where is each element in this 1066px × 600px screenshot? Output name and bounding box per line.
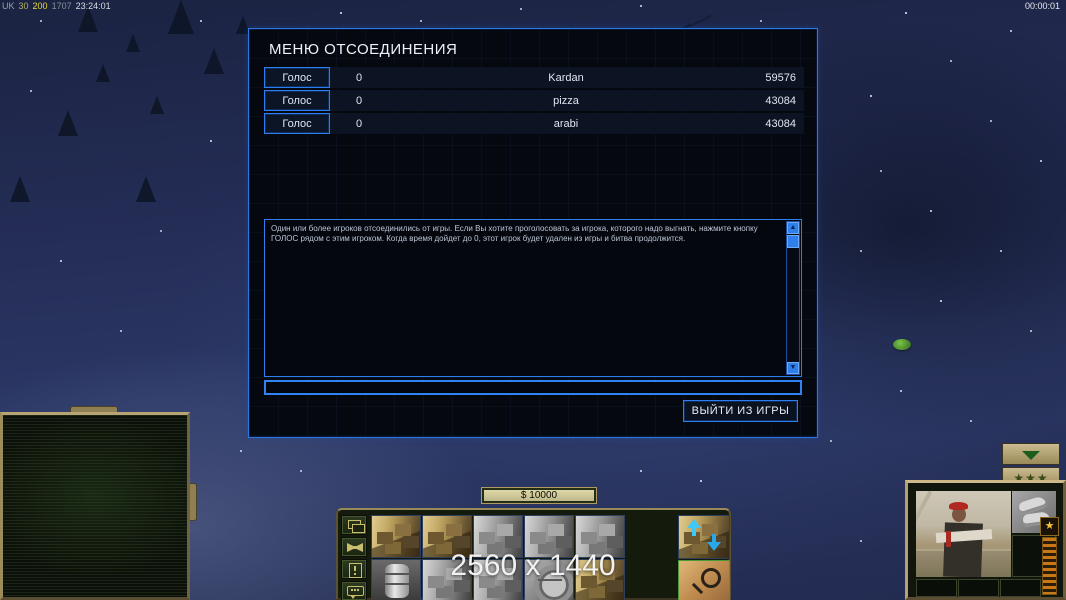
alert-icon <box>354 566 356 571</box>
chat-icon <box>351 589 353 591</box>
vote-count: 0 <box>356 71 363 84</box>
scout-map-icon[interactable] <box>678 560 730 600</box>
build-grid <box>371 515 627 600</box>
vote-button[interactable]: Голос <box>264 90 330 111</box>
tree <box>78 6 98 32</box>
tree <box>58 110 78 136</box>
build-icon-8[interactable] <box>473 559 523 600</box>
unit-panel: ★ <box>905 480 1066 600</box>
portrait-tool <box>916 491 933 532</box>
disconnect-menu-dialog: МЕНЮ ОТСОЕДИНЕНИЯ Голос 0 Kardan 59576 Г… <box>248 28 818 438</box>
build-icon-3[interactable] <box>473 515 523 558</box>
money-value: $ 10000 <box>484 490 594 501</box>
veterancy-bar <box>1042 537 1057 595</box>
scroll-up-button[interactable]: ▲ <box>787 222 799 234</box>
wrench-icon <box>347 543 363 552</box>
empty-slot <box>1000 579 1041 597</box>
player-ping: 43084 <box>765 94 796 107</box>
player-ping: 43084 <box>765 117 796 130</box>
inventory-grid <box>916 579 1042 597</box>
player-name: Kardan <box>548 71 584 84</box>
build-icon-2[interactable] <box>422 515 472 558</box>
vote-count: 0 <box>356 94 363 107</box>
build-icon-10[interactable] <box>575 559 625 600</box>
chat-button[interactable] <box>341 581 367 600</box>
tree <box>126 34 140 52</box>
radar-tab <box>70 406 118 414</box>
command-right-column <box>678 515 730 600</box>
dialog-title: МЕНЮ ОТСОЕДИНЕНИЯ <box>269 41 458 58</box>
build-icon-1[interactable] <box>371 515 421 558</box>
player-name: arabi <box>553 117 579 130</box>
debug-token: 200 <box>32 1 48 11</box>
player-row: Голос 0 Kardan 59576 <box>264 67 804 88</box>
tree <box>236 16 250 34</box>
chevron-down-icon <box>1022 451 1040 460</box>
build-icon-wheel[interactable] <box>524 559 574 600</box>
info-text: Один или более игроков отсоединились от … <box>271 224 758 243</box>
windows-icon <box>352 524 365 533</box>
player-ping: 59576 <box>765 71 796 84</box>
tree <box>150 96 164 114</box>
scroll-thumb[interactable] <box>787 235 799 248</box>
debug-token: UK <box>2 1 15 11</box>
command-bar <box>336 508 731 600</box>
scroll-down-button[interactable]: ▼ <box>787 362 799 374</box>
player-list: Голос 0 Kardan 59576 Голос 0 pizza 43084… <box>264 67 804 136</box>
windows-button[interactable] <box>341 515 367 535</box>
player-row: Голос 0 arabi 43084 <box>264 113 804 134</box>
player-row: Голос 0 pizza 43084 <box>264 90 804 111</box>
debug-readout: UK 30 200 1707 23:24:01 <box>2 1 115 11</box>
alert-icon <box>354 573 356 575</box>
radar-minimap[interactable] <box>0 412 190 600</box>
build-icon-barrel[interactable] <box>371 559 421 600</box>
tree <box>168 0 194 34</box>
player-name: pizza <box>553 94 579 107</box>
alert-button[interactable] <box>341 559 367 579</box>
empty-slot <box>916 579 957 597</box>
chat-icon <box>350 595 356 599</box>
exit-game-button[interactable]: ВЫЙТИ ИЗ ИГРЫ <box>683 400 798 422</box>
empty-slot <box>958 579 999 597</box>
updown-arrows-icon[interactable] <box>678 515 730 559</box>
build-icon-4[interactable] <box>524 515 574 558</box>
vote-count: 0 <box>356 117 363 130</box>
down-arrow-icon <box>712 534 716 542</box>
repair-button[interactable] <box>341 537 367 557</box>
down-arrow-icon <box>707 542 721 551</box>
tree <box>204 48 224 74</box>
money-display: $ 10000 <box>481 487 597 504</box>
debug-token: 30 <box>18 1 29 11</box>
portrait-figure <box>949 502 968 510</box>
info-textarea: Один или более игроков отсоединились от … <box>264 219 802 377</box>
alert-icon <box>349 563 362 578</box>
up-arrow-icon <box>692 528 696 536</box>
system-button-column <box>341 515 367 600</box>
tree <box>10 176 30 202</box>
debug-token: 1707 <box>51 1 72 11</box>
portrait-figure <box>952 507 966 522</box>
worker-portrait <box>916 491 1011 577</box>
portrait-figure <box>946 531 951 547</box>
up-arrow-icon <box>687 519 701 528</box>
hide-bar-tab[interactable] <box>1002 443 1060 465</box>
match-timer: 00:00:01 <box>1024 1 1060 11</box>
vote-button[interactable]: Голос <box>264 67 330 88</box>
build-icon-7[interactable] <box>422 559 472 600</box>
scrollbar[interactable]: ▲ ▼ <box>786 221 800 375</box>
vote-button[interactable]: Голос <box>264 113 330 134</box>
debug-clock: 23:24:01 <box>75 1 111 11</box>
chat-input[interactable] <box>264 380 802 395</box>
tree <box>136 176 156 202</box>
build-icon-5[interactable] <box>575 515 625 558</box>
tree <box>96 64 110 82</box>
veterancy-star-icon: ★ <box>1040 517 1059 536</box>
unit-blob[interactable] <box>893 339 911 350</box>
